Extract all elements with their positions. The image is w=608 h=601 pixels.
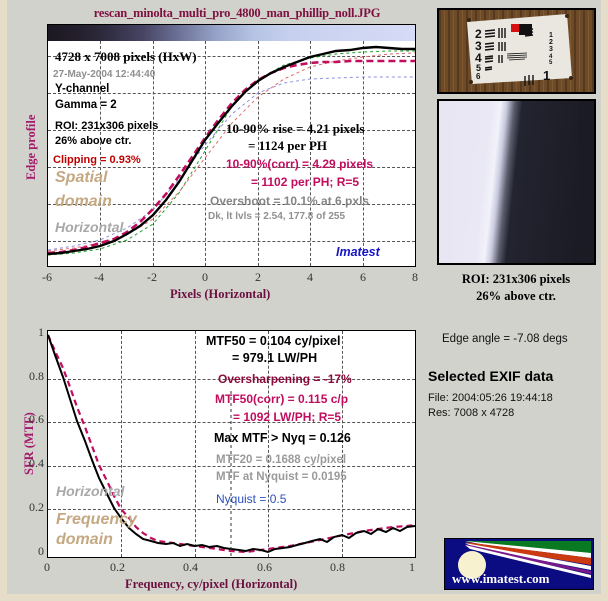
edge-rise-corr-line2: = 1102 per PH; R=5 xyxy=(251,175,360,189)
edge-x-axis-label: Pixels (Horizontal) xyxy=(170,287,271,301)
sfr-mtf50-line2: = 979.1 LW/PH xyxy=(232,351,318,365)
sfr-ytick-04: 0.4 xyxy=(29,456,44,470)
svg-text:2: 2 xyxy=(549,39,553,46)
sfr-curves xyxy=(48,334,415,557)
sfr-mtf50corr-line2: = 1092 LW/PH; R=5 xyxy=(233,410,342,424)
sfr-mtf-at-nyquist: MTF at Nyquist = 0.0195 xyxy=(216,471,347,483)
sfr-xtick-5: 1 xyxy=(409,560,415,574)
edge-profile-curves xyxy=(48,45,415,256)
edge-xtick-7: 8 xyxy=(412,270,418,284)
edge-orientation-text: Horizontal xyxy=(55,219,124,235)
sfr-domain-line2: domain xyxy=(56,531,113,548)
edge-roi-ctr-text: 26% above ctr. xyxy=(55,135,132,147)
edge-xtick-3: 0 xyxy=(202,270,208,284)
curve-red-lower xyxy=(48,52,415,252)
test-chart-thumbnail[interactable]: 2 3 4 5 6 1 2 3 4 5 1 xyxy=(437,8,596,94)
sfr-orientation-text: Horizontal xyxy=(56,483,125,499)
exif-file-line: File: 2004:05:26 19:44:18 xyxy=(428,392,553,404)
sfr-ytick-02: 0.2 xyxy=(29,500,44,514)
edge-domain-line1: Spatial xyxy=(55,169,108,186)
edge-profile-plot-area: 4728 x 7008 pixels (HxW) 27-May-2004 12:… xyxy=(48,41,415,266)
edge-gradient-bar xyxy=(48,25,415,41)
edge-rise-corr-line1: 10-90%(corr) = 4.29 pixels xyxy=(226,157,374,171)
sfr-nyquist: Nyquist = 0.5 xyxy=(216,492,287,506)
sfr-xtick-3: 0.6 xyxy=(257,560,272,574)
edge-roi-text: ROI: 231x306 pixels xyxy=(55,120,159,132)
svg-text:2: 2 xyxy=(475,27,482,41)
edge-datetime-text: 27-May-2004 12:44:40 xyxy=(53,69,156,80)
edge-gamma-text: Gamma = 2 xyxy=(55,99,117,111)
svg-text:3: 3 xyxy=(549,46,553,53)
svg-text:4: 4 xyxy=(549,54,553,60)
imatest-logo-text: www.imatest.com xyxy=(452,571,550,586)
edge-roi-image xyxy=(439,101,594,263)
test-chart-thumbnail-image: 2 3 4 5 6 1 2 3 4 5 1 xyxy=(439,10,594,92)
edge-watermark-imatest: Imatest xyxy=(336,245,380,259)
edge-angle-text: Edge angle = -7.08 degs xyxy=(442,333,568,345)
edge-rise-line1: 10-90% rise = 4.21 pixels xyxy=(226,121,365,136)
edge-profile-y-axis-label: Edge profile xyxy=(24,114,38,180)
sfr-mtf50-line1: MTF50 = 0.104 cy/pixel xyxy=(206,334,341,348)
edge-levels-text: Dk, lt lvls = 2.54, 177.8 of 255 xyxy=(208,211,346,222)
svg-text:4: 4 xyxy=(475,51,482,65)
sfr-xtick-2: 0.4 xyxy=(183,560,198,574)
edge-domain-line2: domain xyxy=(55,193,112,210)
svg-text:3: 3 xyxy=(475,39,482,53)
edge-dimensions-text: 4728 x 7008 pixels (HxW) xyxy=(55,49,197,64)
svg-text:5: 5 xyxy=(549,60,553,66)
bottom-border-strip xyxy=(0,594,608,601)
exif-section-header: Selected EXIF data xyxy=(428,368,554,384)
left-border-strip xyxy=(0,0,7,601)
roi-info-line2: 26% above ctr. xyxy=(476,289,556,303)
sfr-maxmtf: Max MTF > Nyq = 0.126 xyxy=(214,431,351,445)
svg-text:1: 1 xyxy=(543,68,550,83)
edge-xtick-1: -4 xyxy=(94,270,104,284)
edge-xtick-5: 4 xyxy=(307,270,313,284)
sfr-mtf-chart: MTF50 = 0.104 cy/pixel = 979.1 LW/PH Ove… xyxy=(47,330,416,558)
sfr-x-axis-label: Frequency, cy/pixel (Horizontal) xyxy=(125,577,298,591)
svg-text:1: 1 xyxy=(549,32,553,39)
sfr-mtf20: MTF20 = 0.1688 cy/pixel xyxy=(216,454,347,466)
edge-roi-thumbnail[interactable] xyxy=(437,99,596,265)
imatest-logo[interactable]: www.imatest.com xyxy=(444,538,594,590)
page-title: rescan_minolta_multi_pro_4800_man_philli… xyxy=(93,6,381,20)
curve-black-measured xyxy=(48,45,415,256)
edge-xtick-4: 2 xyxy=(255,270,261,284)
edge-rise-line2: = 1124 per PH xyxy=(248,138,328,153)
sfr-mtf50corr-line1: MTF50(corr) = 0.115 c/p xyxy=(215,392,349,406)
edge-overshoot-text: Overshoot = 10.1% at 6 pxls xyxy=(210,194,370,208)
curve-violet xyxy=(48,76,415,251)
sfr-xtick-1: 0.2 xyxy=(110,560,125,574)
exif-res-line: Res: 7008 x 4728 xyxy=(428,407,515,419)
svg-text:5: 5 xyxy=(476,63,481,73)
sfr-ytick-06: 0.6 xyxy=(29,412,44,426)
edge-clipping-text: Clipping = 0.93% xyxy=(53,154,141,166)
edge-channel-text: Y-channel xyxy=(55,83,110,95)
sfr-oversharpening: Oversharpening = -17% xyxy=(218,372,352,386)
svg-text:6: 6 xyxy=(476,72,481,81)
right-border-strip xyxy=(601,0,608,601)
sfr-xtick-4: 0.8 xyxy=(330,560,345,574)
sfr-ytick-0: 0 xyxy=(38,544,44,558)
roi-info-line1: ROI: 231x306 pixels xyxy=(461,272,571,286)
sfr-xtick-0: 0 xyxy=(44,560,50,574)
sfr-plot-area: MTF50 = 0.104 cy/pixel = 979.1 LW/PH Ove… xyxy=(48,331,415,557)
edge-profile-chart: 4728 x 7008 pixels (HxW) 27-May-2004 12:… xyxy=(47,24,416,267)
edge-xtick-2: -2 xyxy=(147,270,157,284)
edge-xtick-6: 6 xyxy=(360,270,366,284)
edge-xtick-0: -6 xyxy=(42,270,52,284)
sfr-domain-line1: Frequency xyxy=(56,511,137,528)
sfr-ytick-1: 1 xyxy=(38,325,44,339)
imatest-logo-graphic xyxy=(445,539,591,587)
sfr-ytick-08: 0.8 xyxy=(29,369,44,383)
